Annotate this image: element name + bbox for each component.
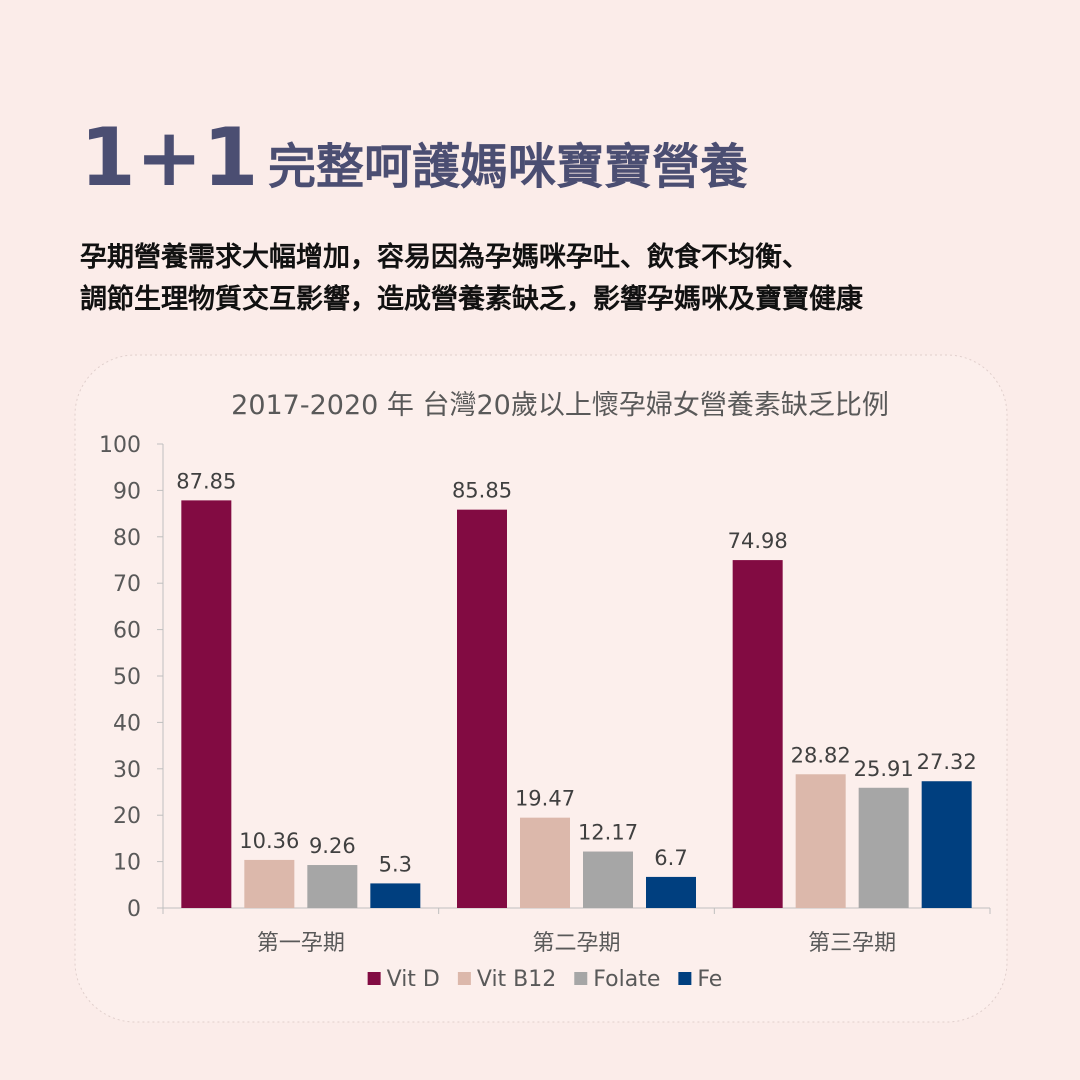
bar — [732, 560, 783, 908]
value-label: 6.7 — [654, 846, 687, 870]
bar — [921, 781, 972, 908]
legend-swatch — [574, 972, 588, 985]
bar — [520, 817, 570, 908]
bar — [307, 865, 358, 908]
x-tick-label: 第三孕期 — [808, 931, 896, 956]
legend-swatch — [678, 972, 692, 985]
value-label: 12.17 — [578, 821, 638, 845]
y-tick-label: 80 — [113, 526, 141, 551]
y-tick-label: 100 — [99, 433, 141, 458]
x-tick-label: 第二孕期 — [532, 931, 620, 956]
y-tick-label: 90 — [113, 479, 141, 504]
bar — [181, 500, 232, 908]
legend-label: Vit D — [387, 967, 440, 992]
header-number: 1+1 — [80, 111, 258, 204]
y-tick-label: 50 — [113, 665, 141, 690]
y-tick-label: 0 — [127, 897, 141, 922]
value-label: 74.98 — [728, 529, 788, 553]
y-tick-label: 60 — [113, 619, 141, 644]
legend-swatch — [457, 972, 471, 985]
header-title: 完整呵護媽咪寶寶營養 — [268, 139, 748, 195]
value-label: 10.36 — [239, 829, 299, 853]
value-label: 9.26 — [309, 834, 356, 858]
bar — [370, 883, 421, 908]
y-tick-label: 40 — [113, 711, 141, 736]
legend-label: Fe — [697, 967, 722, 992]
bar — [244, 859, 295, 908]
bar — [858, 787, 909, 908]
value-label: 85.85 — [452, 479, 512, 503]
legend-swatch — [367, 972, 381, 985]
header-line: 調節生理物質交互影響，造成營養素缺乏，影響孕媽咪及寶寶健康 — [80, 283, 864, 315]
value-label: 5.3 — [379, 852, 412, 876]
bar — [457, 509, 507, 908]
chart-title: 2017-2020 年 台灣20歲以上懷孕婦女營養素缺乏比例 — [231, 390, 889, 421]
legend-label: Vit B12 — [477, 967, 556, 992]
value-label: 25.91 — [854, 757, 914, 781]
y-tick-label: 30 — [113, 758, 141, 783]
x-tick-label: 第一孕期 — [257, 931, 345, 956]
value-label: 27.32 — [917, 750, 977, 774]
y-tick-label: 70 — [113, 572, 141, 597]
value-label: 19.47 — [515, 787, 575, 811]
bar — [795, 774, 846, 908]
bar — [646, 876, 696, 908]
header-line: 孕期營養需求大幅增加，容易因為孕媽咪孕吐、飲食不均衡、 — [80, 241, 809, 273]
legend-label: Folate — [593, 967, 660, 992]
y-tick-label: 10 — [113, 851, 141, 876]
y-tick-label: 20 — [113, 804, 141, 829]
value-label: 87.85 — [176, 469, 236, 493]
bar — [583, 851, 633, 908]
plot: 0 10 20 30 40 50 60 70 80 90 100 第一孕期 87.85 10.36 9.26… — [99, 433, 991, 992]
value-label: 28.82 — [791, 743, 851, 767]
